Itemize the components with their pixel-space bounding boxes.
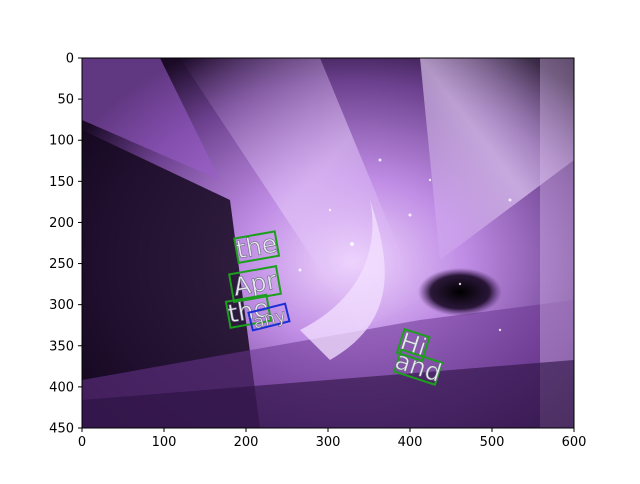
x-axis: 0 100 200 300 400 500 600 [78,428,587,450]
x-tick-label: 600 [562,435,587,450]
y-tick-label: 400 [49,380,74,395]
y-tick-label: 0 [66,52,74,67]
x-tick-label: 0 [78,435,86,450]
y-tick-label: 250 [49,257,74,272]
y-tick-label: 200 [49,216,74,231]
y-tick-label: 100 [49,134,74,149]
word-bounding-box [228,265,283,304]
x-tick-label: 200 [234,435,259,450]
word-bounding-box [395,327,431,362]
x-tick-label: 100 [152,435,177,450]
x-tick-label: 300 [316,435,341,450]
word-annotation: Apr [228,265,283,304]
word-bounding-box [393,348,444,386]
word-text: the [226,293,271,329]
y-tick-label: 450 [49,422,74,437]
x-tick-label: 500 [480,435,505,450]
y-tick-label: 150 [49,175,74,190]
y-tick-label: 300 [49,298,74,313]
y-tick-label: 50 [57,93,74,108]
y-tick-label: 350 [49,339,74,354]
word-bounding-box [233,230,281,264]
word-bounding-box [247,302,291,332]
photo-image [82,58,574,428]
y-axis: 0 50 100 150 200 250 300 350 400 450 [49,52,82,437]
x-tick-label: 400 [398,435,423,450]
